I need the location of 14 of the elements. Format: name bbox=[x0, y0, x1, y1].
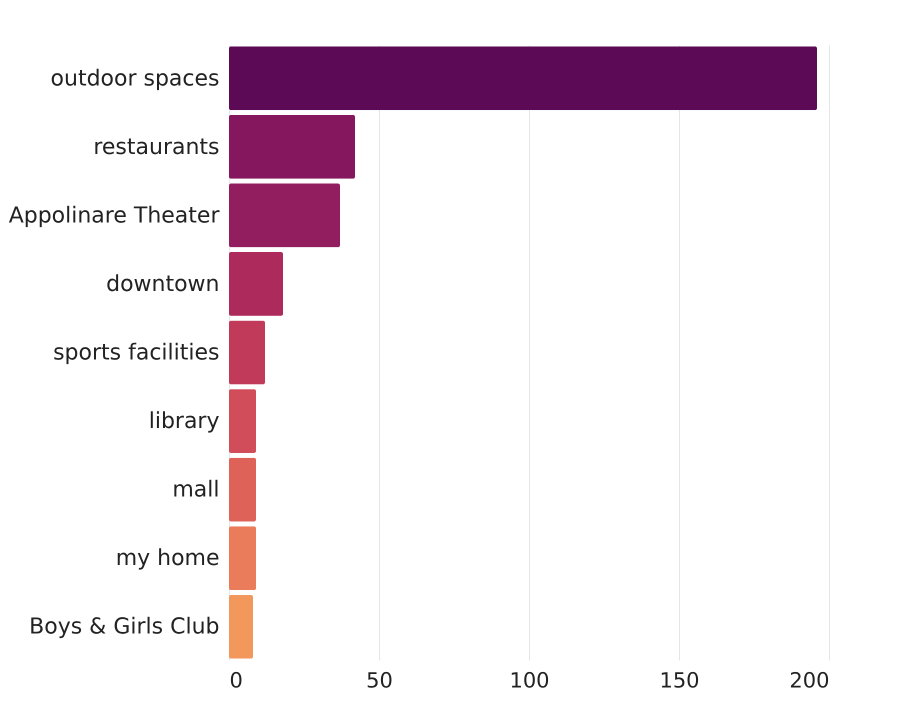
y-tick-label: downtown bbox=[106, 272, 220, 297]
x-tick-label: 0 bbox=[230, 668, 243, 692]
x-tick-label: 200 bbox=[789, 668, 830, 692]
y-tick-label: Appolinare Theater bbox=[8, 203, 220, 228]
y-tick-label: restaurants bbox=[93, 134, 220, 160]
y-tick-label: outdoor spaces bbox=[50, 66, 220, 92]
y-tick-label: Boys & Girls Club bbox=[29, 614, 220, 640]
x-tick-label: 150 bbox=[659, 668, 700, 692]
x-tick-label: 100 bbox=[509, 668, 550, 692]
y-tick-label: sports facilities bbox=[53, 340, 220, 366]
x-tick-label: 50 bbox=[366, 668, 393, 692]
y-tick-label: my home bbox=[116, 546, 220, 572]
y-tick-label: library bbox=[148, 409, 220, 434]
y-tick-label: mall bbox=[172, 478, 220, 503]
